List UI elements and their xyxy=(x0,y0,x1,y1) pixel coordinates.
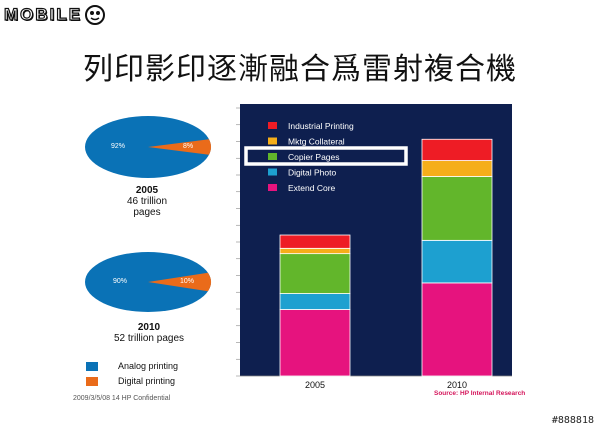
pie-2010-digital-label: 10% xyxy=(180,278,195,285)
pie-2005-year: 2005 xyxy=(135,185,159,196)
legend-digital-label: Digital printing xyxy=(118,376,176,386)
logo-face-icon xyxy=(85,5,106,25)
pie-2005-caption: 2005 46 trillion pages xyxy=(87,185,207,218)
legend-analog-swatch xyxy=(86,361,98,371)
legend-label-digital-photo: Digital Photo xyxy=(288,168,336,178)
legend-analog-label: Analog printing xyxy=(118,361,179,371)
legend-swatch-copier-pages xyxy=(268,153,277,160)
pie-chart-2010 xyxy=(85,252,212,312)
pie-2005-digital-label: 8% xyxy=(183,143,194,150)
bar-segment-2010-mktg-collateral xyxy=(421,160,493,177)
legend-swatch-digital-photo xyxy=(268,168,277,176)
watermark-id: #888818 xyxy=(551,415,594,426)
x-tick-label-2005: 2005 xyxy=(305,380,325,390)
bar-segment-2005-digital-photo xyxy=(279,293,351,310)
legend-digital-swatch xyxy=(86,376,98,386)
bar-segment-2005-mktg-collateral xyxy=(279,247,351,255)
pie-chart-2005 xyxy=(85,116,211,178)
logo-text: MOBILE xyxy=(3,4,83,24)
legend-swatch-extend-core xyxy=(268,184,277,191)
bar-segment-2010-digital-photo xyxy=(421,239,493,284)
legend-label-extend-core: Extend Core xyxy=(288,183,336,193)
legend-swatch-industrial-printing xyxy=(268,122,277,129)
pie-2010-digital-slice xyxy=(148,272,212,292)
pie-2005-total-line1: 46 trillion xyxy=(126,196,168,207)
pie-2010-caption: 2010 52 trillion pages xyxy=(89,322,209,344)
legend-analog: Analog printing xyxy=(86,361,178,371)
bar-segment-2005-extend-core xyxy=(279,309,351,377)
pie-2005-total: 46 trillion pages xyxy=(127,196,167,218)
pie-2010-total: 52 trillion pages xyxy=(113,333,185,344)
bar-segment-2010-copier-pages xyxy=(421,176,493,241)
bar-segment-2005-copier-pages xyxy=(279,253,351,294)
bar-segment-2005-industrial-printing xyxy=(279,234,351,249)
slide-title: 列印影印逐漸融合爲雷射複合機 xyxy=(83,52,517,87)
legend-swatch-mktg-collateral xyxy=(268,137,277,145)
bar-segment-2010-extend-core xyxy=(421,282,493,377)
x-tick-label-2010: 2010 xyxy=(447,380,467,390)
legend-highlight-box xyxy=(244,146,408,166)
legend-label-copier-pages: Copier Pages xyxy=(288,152,340,162)
legend-label-industrial-printing: Industrial Printing xyxy=(288,121,354,131)
bar-segment-2010-industrial-printing xyxy=(421,138,493,161)
slide-footer: 2009/3/5/08 14 HP Confidential xyxy=(73,395,171,402)
legend-digital: Digital printing xyxy=(86,376,175,386)
legend-label-mktg-collateral: Mktg Collateral xyxy=(288,137,345,147)
mobile01-logo: MOBILE xyxy=(3,2,106,28)
pie-2005-analog-label: 92% xyxy=(111,143,126,150)
pie-2010-analog-label: 90% xyxy=(113,278,128,285)
pie-2005-digital-slice xyxy=(148,139,211,155)
chart-source-note: Source: HP Internal Research xyxy=(434,390,525,397)
pie-2005-total-line2: pages xyxy=(133,207,161,218)
pie-2010-year: 2010 xyxy=(137,322,161,333)
